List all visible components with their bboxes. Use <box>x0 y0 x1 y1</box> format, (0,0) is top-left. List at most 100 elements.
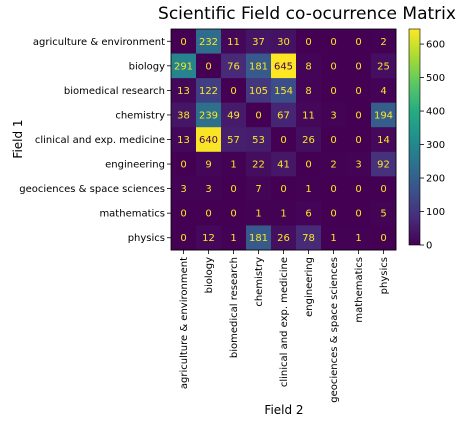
colorbar-tick-label: 500 <box>426 73 445 84</box>
cell-value: 0 <box>230 184 236 195</box>
cell-value: 11 <box>227 37 240 48</box>
cell-value: 0 <box>330 37 336 48</box>
y-axis-label: Field 1 <box>11 119 25 158</box>
cell-value: 0 <box>355 86 361 97</box>
y-tick-label: biology <box>129 61 165 72</box>
cell-value: 0 <box>330 86 336 97</box>
cell-value: 0 <box>330 184 336 195</box>
cell-value: 0 <box>180 233 186 244</box>
cell-value: 3 <box>330 110 336 121</box>
x-tick-label: engineering <box>304 257 315 317</box>
x-tick-label: clinical and exp. medicine <box>279 257 290 387</box>
cell-value: 0 <box>355 61 361 72</box>
y-tick-label: geociences & space sciences <box>19 184 165 195</box>
cell-value: 1 <box>330 233 336 244</box>
cell-value: 105 <box>249 86 268 97</box>
cell-value: 0 <box>355 209 361 220</box>
cell-value: 53 <box>252 135 265 146</box>
cell-value: 57 <box>227 135 240 146</box>
cell-value: 26 <box>277 233 290 244</box>
cell-value: 0 <box>355 37 361 48</box>
colorbar-tick-label: 400 <box>426 107 445 118</box>
y-tick-label: agriculture & environment <box>33 37 165 48</box>
y-tick-label: engineering <box>105 160 165 171</box>
cell-value: 13 <box>177 135 190 146</box>
colorbar-tick-label: 300 <box>426 140 445 151</box>
cell-value: 0 <box>330 61 336 72</box>
cell-value: 232 <box>199 37 218 48</box>
cell-value: 14 <box>377 135 390 146</box>
cell-value: 7 <box>255 184 261 195</box>
cell-value: 640 <box>199 135 218 146</box>
cell-value: 291 <box>174 61 193 72</box>
cell-value: 0 <box>380 233 386 244</box>
cell-value: 194 <box>374 110 393 121</box>
heatmap-cells: 0232113730000229107618164580025131220105… <box>171 29 396 250</box>
cell-value: 0 <box>180 37 186 48</box>
cell-value: 9 <box>205 160 211 171</box>
cell-value: 6 <box>305 209 311 220</box>
cell-value: 25 <box>377 61 390 72</box>
x-axis-label: Field 2 <box>264 403 303 417</box>
cell-value: 0 <box>355 110 361 121</box>
cell-value: 49 <box>227 110 240 121</box>
cell-value: 0 <box>230 209 236 220</box>
colorbar-tick-label: 100 <box>426 207 445 218</box>
cell-value: 0 <box>380 184 386 195</box>
cell-value: 4 <box>380 86 386 97</box>
cell-value: 181 <box>249 233 268 244</box>
cell-value: 26 <box>302 135 315 146</box>
x-tick-label: agriculture & environment <box>179 257 190 389</box>
cell-value: 13 <box>177 86 190 97</box>
cell-value: 30 <box>277 37 290 48</box>
cell-value: 38 <box>177 110 190 121</box>
cell-value: 0 <box>330 135 336 146</box>
cell-value: 92 <box>377 160 390 171</box>
y-tick-label: physics <box>128 233 165 244</box>
colorbar-ticks: 0100200300400500600 <box>420 40 445 252</box>
y-tick-label: mathematics <box>99 209 165 220</box>
cell-value: 239 <box>199 110 218 121</box>
cell-value: 122 <box>199 86 218 97</box>
cell-value: 0 <box>280 135 286 146</box>
x-tick-label: biomedical research <box>229 257 240 358</box>
x-tick-label: chemistry <box>254 257 265 307</box>
cell-value: 0 <box>330 209 336 220</box>
cell-value: 8 <box>305 61 311 72</box>
cell-value: 0 <box>355 184 361 195</box>
y-tick-label: biomedical research <box>64 86 165 97</box>
cell-value: 645 <box>274 61 293 72</box>
x-tick-labels: agriculture & environment biology biomedic… <box>179 250 390 403</box>
x-tick-label: biology <box>204 257 215 293</box>
cell-value: 1 <box>230 160 236 171</box>
cell-value: 0 <box>255 110 261 121</box>
cell-value: 3 <box>355 160 361 171</box>
cell-value: 3 <box>180 184 186 195</box>
cell-value: 1 <box>255 209 261 220</box>
cell-value: 1 <box>230 233 236 244</box>
cell-value: 0 <box>180 160 186 171</box>
chart-title: Scientific Field co-ocurrence Matrix <box>158 4 456 24</box>
cell-value: 67 <box>277 110 290 121</box>
cell-value: 41 <box>277 160 290 171</box>
cell-value: 181 <box>249 61 268 72</box>
cell-value: 8 <box>305 86 311 97</box>
cell-value: 1 <box>355 233 361 244</box>
cell-value: 1 <box>305 184 311 195</box>
cell-value: 154 <box>274 86 293 97</box>
cell-value: 22 <box>252 160 265 171</box>
cell-value: 0 <box>180 209 186 220</box>
cell-value: 76 <box>227 61 240 72</box>
cell-value: 12 <box>202 233 215 244</box>
cell-value: 2 <box>330 160 336 171</box>
cell-value: 78 <box>302 233 315 244</box>
y-tick-label: chemistry <box>115 110 165 121</box>
cell-value: 0 <box>280 184 286 195</box>
cell-value: 11 <box>302 110 315 121</box>
cell-value: 0 <box>205 61 211 72</box>
cell-value: 3 <box>205 184 211 195</box>
x-tick-label: geociences & space sciences <box>329 257 340 403</box>
y-tick-label: clinical and exp. medicine <box>35 135 165 146</box>
cell-value: 5 <box>380 209 386 220</box>
